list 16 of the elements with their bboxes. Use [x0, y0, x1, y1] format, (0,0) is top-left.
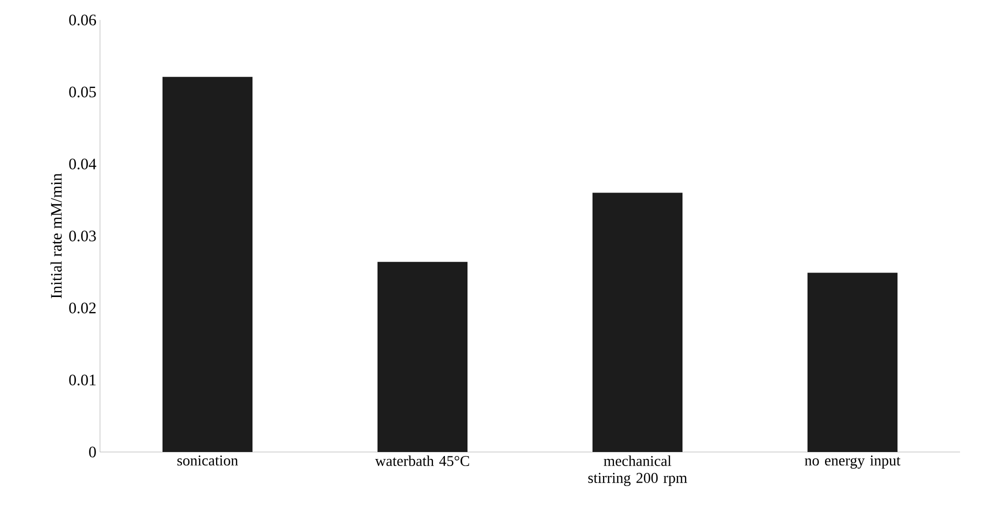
y-axis-title: Initial rate mM/min — [50, 173, 62, 298]
y-tick-label: 0.04 — [69, 158, 96, 170]
x-tick-label: no energy input — [804, 456, 900, 469]
y-tick-label: 0.02 — [69, 302, 96, 314]
x-tick-label: waterbath 45°C — [375, 456, 470, 466]
bar — [162, 76, 252, 452]
x-tick-label: sonication — [177, 456, 238, 466]
bar — [808, 272, 898, 452]
y-tick-label: 0.01 — [69, 374, 96, 386]
bar — [378, 262, 468, 452]
y-tick-label: 0.06 — [69, 14, 96, 26]
y-tick-label: 0 — [89, 446, 96, 458]
y-tick-label: 0.03 — [69, 230, 96, 242]
bar — [592, 192, 683, 452]
x-tick-label: mechanical stirring 200 rpm — [588, 456, 688, 486]
y-tick-label: 0.05 — [69, 86, 96, 98]
